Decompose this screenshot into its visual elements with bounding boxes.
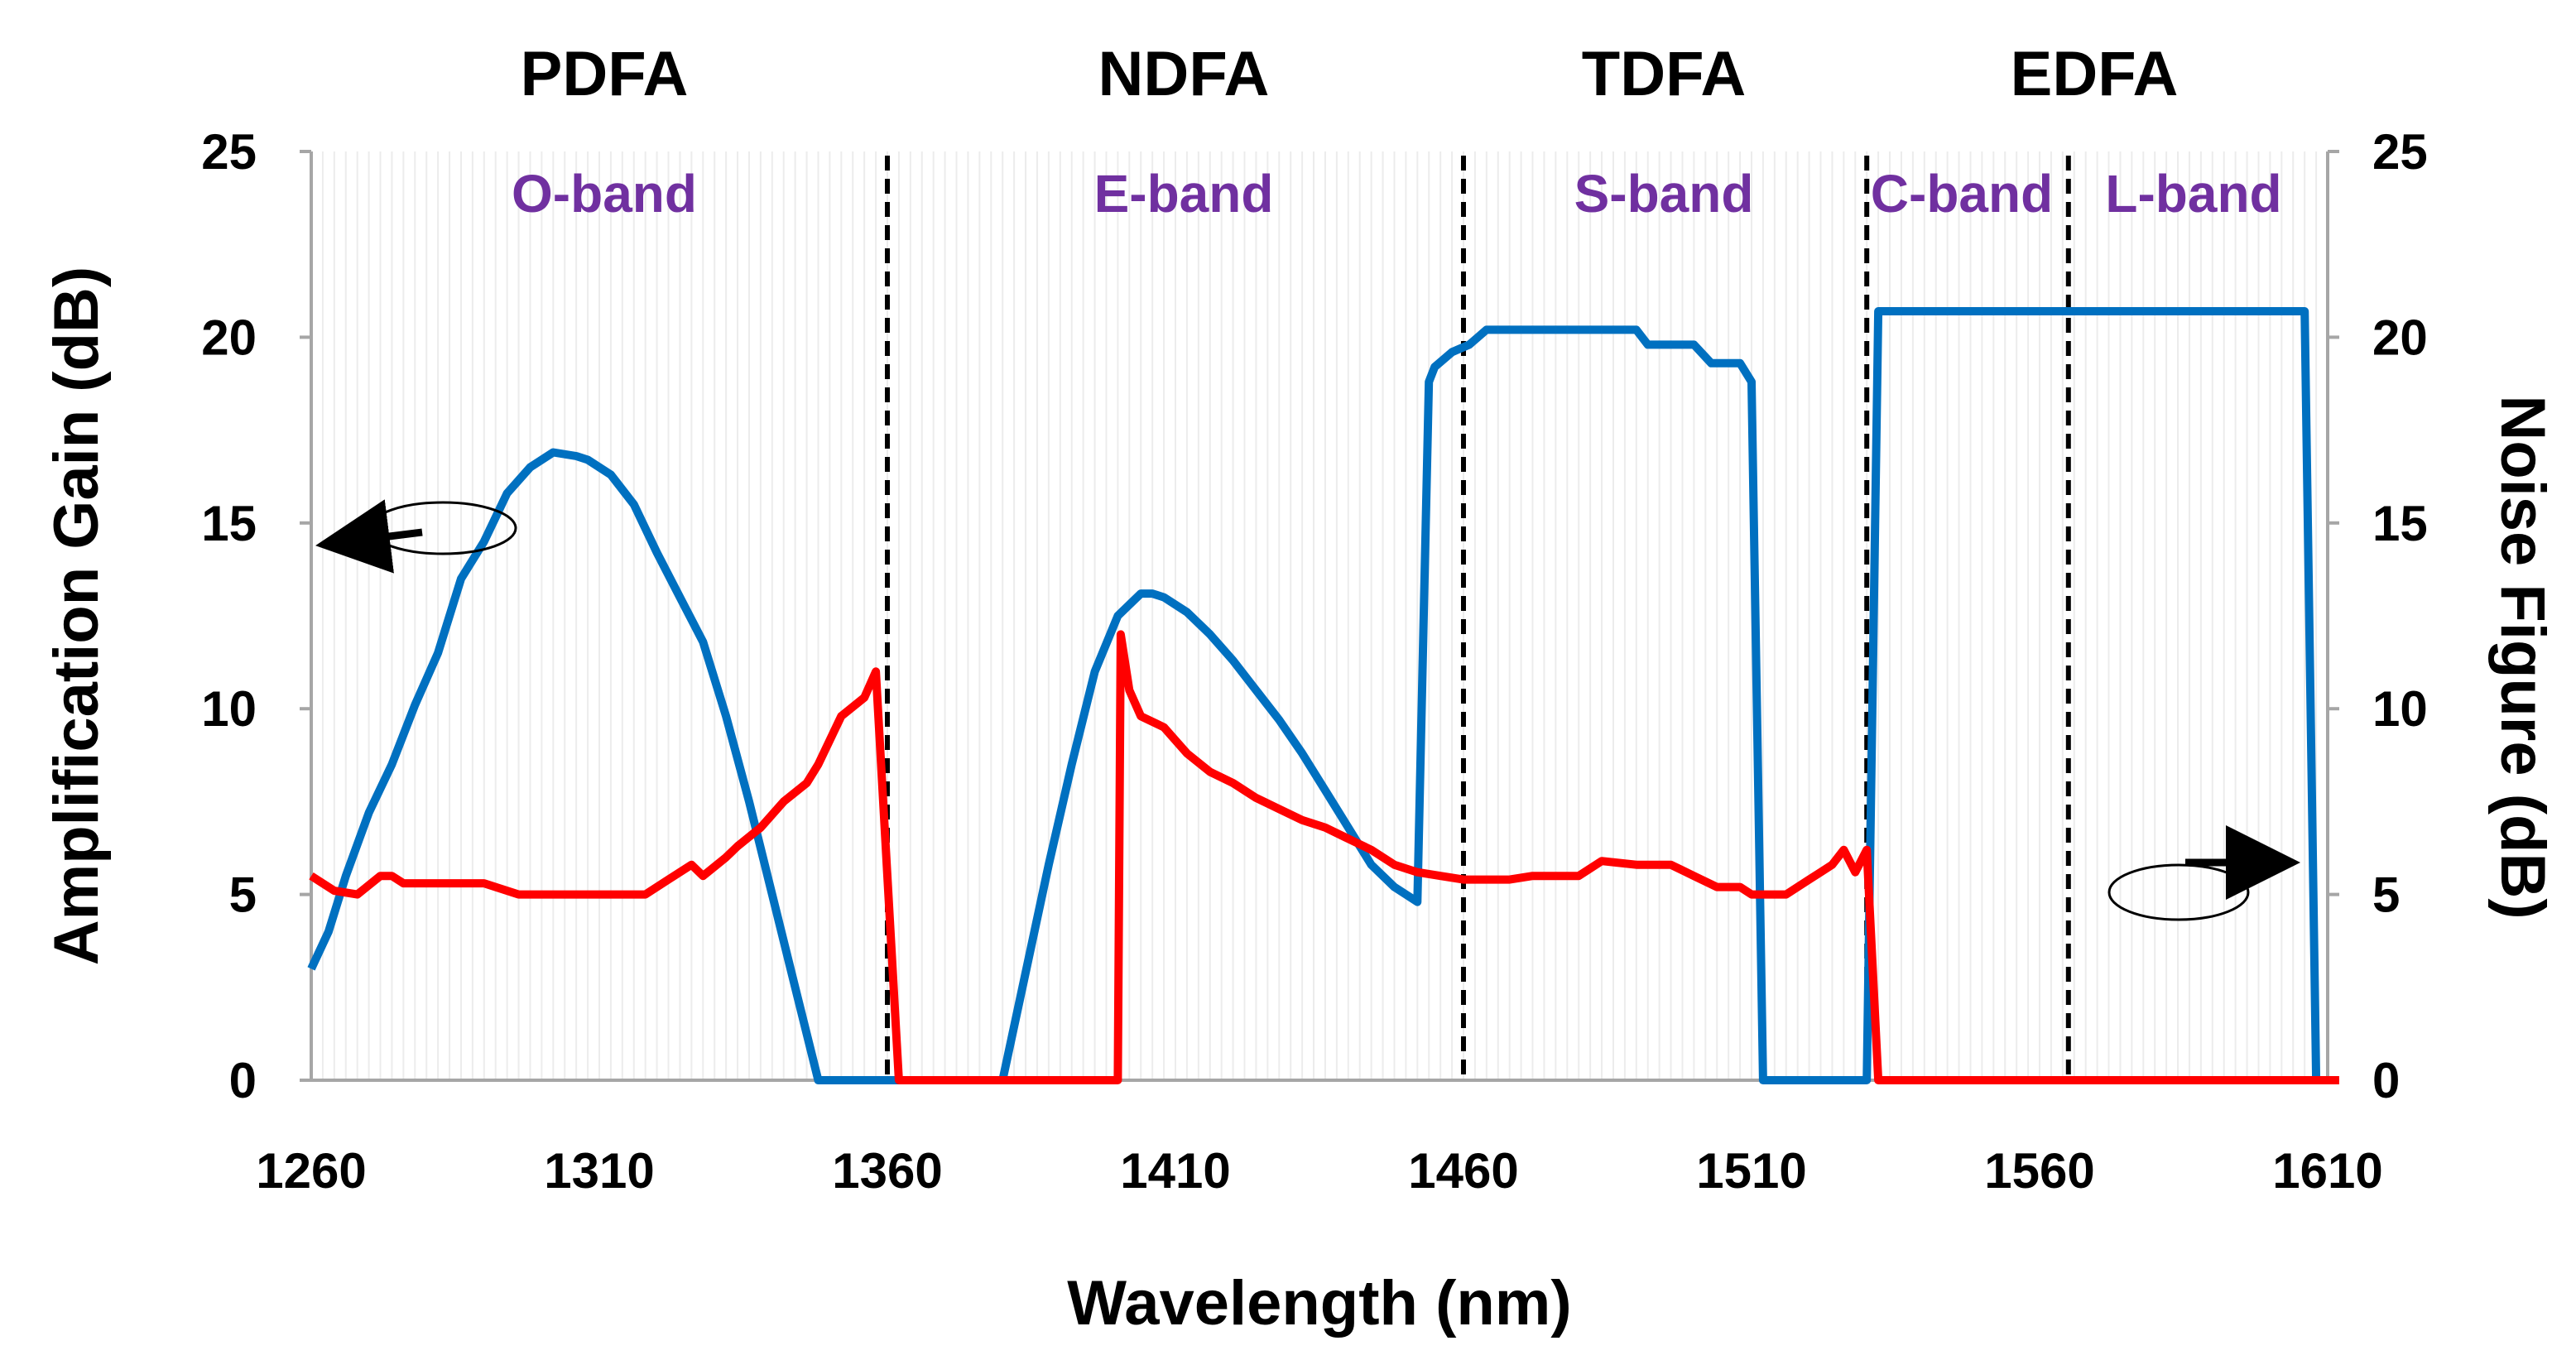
x-tick-labels: 1260 1310 1360 1410 1460 1510 1560 1610 (256, 1143, 2382, 1199)
x-tick-label: 1310 (544, 1143, 654, 1199)
x-tick-label: 1360 (832, 1143, 942, 1199)
x-tick-label: 1560 (1984, 1143, 2094, 1199)
gain-indicator-arrow (315, 499, 423, 574)
y-left-tick-label: 5 (229, 867, 257, 923)
y-right-tick-label: 20 (2372, 310, 2428, 365)
y-left-tick-label: 20 (201, 310, 257, 365)
y-left-tick-label: 10 (201, 681, 257, 737)
x-tick-label: 1610 (2272, 1143, 2382, 1199)
y-right-tick-label: 25 (2372, 124, 2428, 180)
y-right-axis-title: Noise Figure (dB) (2487, 395, 2558, 919)
band-label-s: S-band (1574, 164, 1754, 223)
minor-gridlines (310, 151, 2328, 1080)
y-left-axis-title: Amplification Gain (dB) (41, 267, 112, 965)
y-left-tick-label: 15 (201, 496, 257, 551)
y-left-tick-label: 25 (201, 124, 257, 180)
series-amplification-gain (307, 307, 2328, 1084)
amp-label-ndfa: NDFA (1098, 39, 1270, 109)
noise-axis-indicator (2107, 825, 2300, 921)
y-right-tick-label: 5 (2372, 867, 2400, 923)
band-label-c: C-band (1871, 164, 2053, 223)
y-left-tick-label: 0 (229, 1053, 257, 1108)
amp-label-pdfa: PDFA (521, 39, 689, 109)
y-right-tick-label: 0 (2372, 1053, 2400, 1108)
y-right-tick-label: 15 (2372, 496, 2428, 551)
y-right-tick-labels: 0 5 10 15 20 25 (2372, 124, 2428, 1108)
band-label-e: E-band (1094, 164, 1274, 223)
x-tick-label: 1260 (256, 1143, 366, 1199)
series-noise-figure (309, 630, 2339, 1084)
band-label-o: O-band (512, 164, 697, 223)
x-tick-label: 1510 (1696, 1143, 1806, 1199)
y-right-tick-label: 10 (2372, 681, 2428, 737)
gain-axis-indicator (315, 499, 517, 574)
ticks (300, 150, 2339, 1082)
x-axis-title: Wavelength (nm) (1067, 1268, 1571, 1338)
band-label-l: L-band (2105, 164, 2281, 223)
amp-label-tdfa: TDFA (1582, 39, 1746, 109)
y-left-tick-labels: 0 5 10 15 20 25 (201, 124, 257, 1108)
band-boundaries (885, 156, 2071, 1080)
x-tick-label: 1460 (1408, 1143, 1518, 1199)
x-tick-label: 1410 (1120, 1143, 1230, 1199)
amp-label-edfa: EDFA (2011, 39, 2179, 109)
